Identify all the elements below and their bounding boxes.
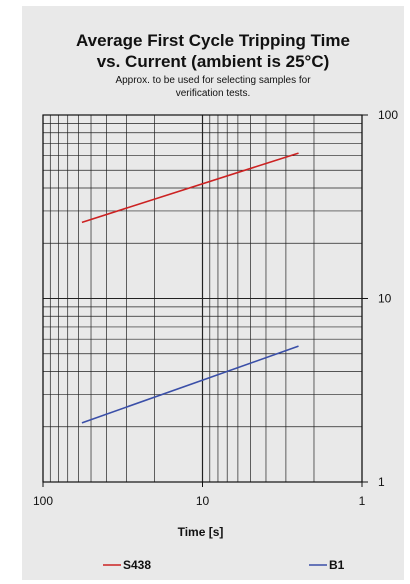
x-tick-label: 10 [196,494,210,508]
legend-label: S438 [123,558,151,572]
x-tick-label: 100 [33,494,53,508]
x-tick-label: 1 [359,494,366,508]
chart-subtitle: Approx. to be used for selecting samples… [22,74,404,100]
y-tick-label: 10 [378,292,392,306]
chart-title: Average First Cycle Tripping Time vs. Cu… [22,30,404,72]
y-tick-label: 100 [378,108,398,122]
series-layer [81,152,299,424]
x-axis-ticks: 100 10 1 [33,482,366,508]
grid [42,114,363,483]
x-axis-title: Time [s] [178,525,224,539]
chart-subtitle-line: Approx. to be used for selecting samples… [115,75,311,86]
chart-title-line: Average First Cycle Tripping Time [76,31,350,50]
series-line-b1 [81,345,299,424]
chart-subtitle-line: verification tests. [175,88,251,99]
chart-title-line: vs. Current (ambient is 25°C) [96,52,330,71]
legend: S438 B1 [103,558,345,572]
chart-panel [22,6,404,580]
legend-label: B1 [329,558,345,572]
series-line-s438 [81,152,299,224]
y-tick-label: 1 [378,475,385,489]
y-axis-ticks: 1 10 100 [362,108,398,489]
